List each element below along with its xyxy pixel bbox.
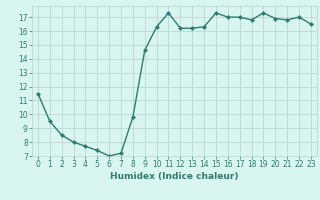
X-axis label: Humidex (Indice chaleur): Humidex (Indice chaleur) [110,172,239,181]
